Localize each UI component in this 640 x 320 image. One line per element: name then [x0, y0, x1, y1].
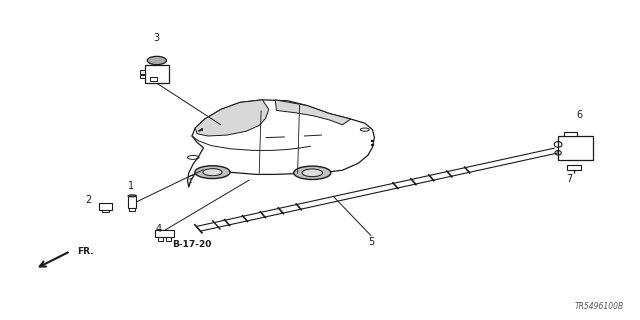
- Text: 2: 2: [85, 195, 92, 205]
- Bar: [129, 208, 135, 211]
- Bar: [150, 77, 157, 81]
- Ellipse shape: [294, 166, 331, 180]
- Polygon shape: [275, 100, 351, 125]
- Text: 1: 1: [128, 180, 134, 191]
- Bar: [102, 210, 109, 212]
- Bar: [155, 230, 174, 237]
- Text: TR5496100B: TR5496100B: [575, 302, 624, 311]
- Text: B-17-20: B-17-20: [172, 240, 212, 249]
- Ellipse shape: [302, 169, 323, 177]
- Bar: [99, 203, 112, 210]
- Text: 3: 3: [154, 33, 160, 44]
- Bar: [564, 132, 577, 136]
- Polygon shape: [195, 100, 269, 136]
- Text: 4: 4: [156, 224, 162, 234]
- Ellipse shape: [128, 195, 136, 197]
- Bar: [128, 196, 136, 208]
- Bar: [567, 165, 581, 170]
- Bar: [158, 237, 163, 241]
- Bar: [558, 136, 593, 160]
- Bar: [145, 65, 169, 83]
- Text: 7: 7: [566, 174, 573, 184]
- Ellipse shape: [203, 169, 222, 176]
- Text: FR.: FR.: [77, 247, 93, 256]
- Ellipse shape: [195, 166, 230, 179]
- Text: 5: 5: [368, 236, 374, 247]
- Bar: [140, 70, 145, 74]
- Bar: [140, 75, 145, 78]
- Text: 6: 6: [576, 110, 582, 120]
- Ellipse shape: [147, 56, 166, 65]
- Bar: [166, 237, 171, 241]
